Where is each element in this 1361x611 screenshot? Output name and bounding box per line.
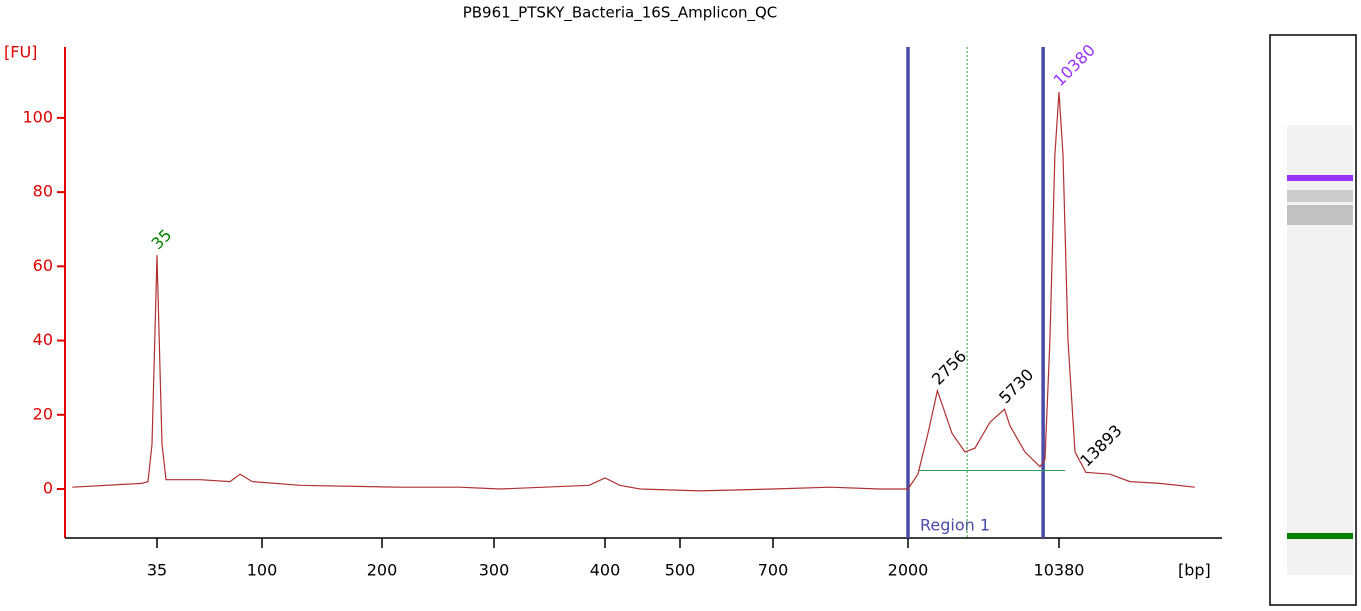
x-tick-label: 300 bbox=[479, 561, 510, 580]
x-axis-label: [bp] bbox=[1178, 561, 1211, 580]
y-tick-label: 40 bbox=[33, 330, 53, 349]
peak-label: 2756 bbox=[928, 346, 970, 388]
peak-label: 5730 bbox=[995, 365, 1037, 407]
region-label: Region 1 bbox=[920, 516, 990, 535]
x-tick-label: 400 bbox=[590, 561, 621, 580]
x-tick-label: 10380 bbox=[1034, 561, 1085, 580]
y-axis-label: [FU] bbox=[4, 43, 37, 62]
x-tick-label: 700 bbox=[758, 561, 789, 580]
chart-title: PB961_PTSKY_Bacteria_16S_Amplicon_QC bbox=[463, 4, 778, 23]
peak-label: 13893 bbox=[1076, 421, 1125, 470]
x-tick-label: 100 bbox=[247, 561, 278, 580]
y-tick-label: 100 bbox=[22, 107, 53, 126]
y-tick-label: 60 bbox=[33, 256, 53, 275]
x-tick-label: 500 bbox=[665, 561, 696, 580]
trace bbox=[72, 91, 1195, 492]
x-tick-label: 2000 bbox=[888, 561, 929, 580]
peak-label: 10380 bbox=[1050, 40, 1099, 89]
peak-label: 35 bbox=[148, 225, 176, 253]
gel-lane bbox=[1269, 34, 1357, 606]
x-tick-label: 35 bbox=[147, 561, 167, 580]
x-tick-label: 200 bbox=[367, 561, 398, 580]
y-tick-label: 80 bbox=[33, 182, 53, 201]
y-tick-label: 0 bbox=[43, 479, 53, 498]
y-tick-label: 20 bbox=[33, 404, 53, 423]
